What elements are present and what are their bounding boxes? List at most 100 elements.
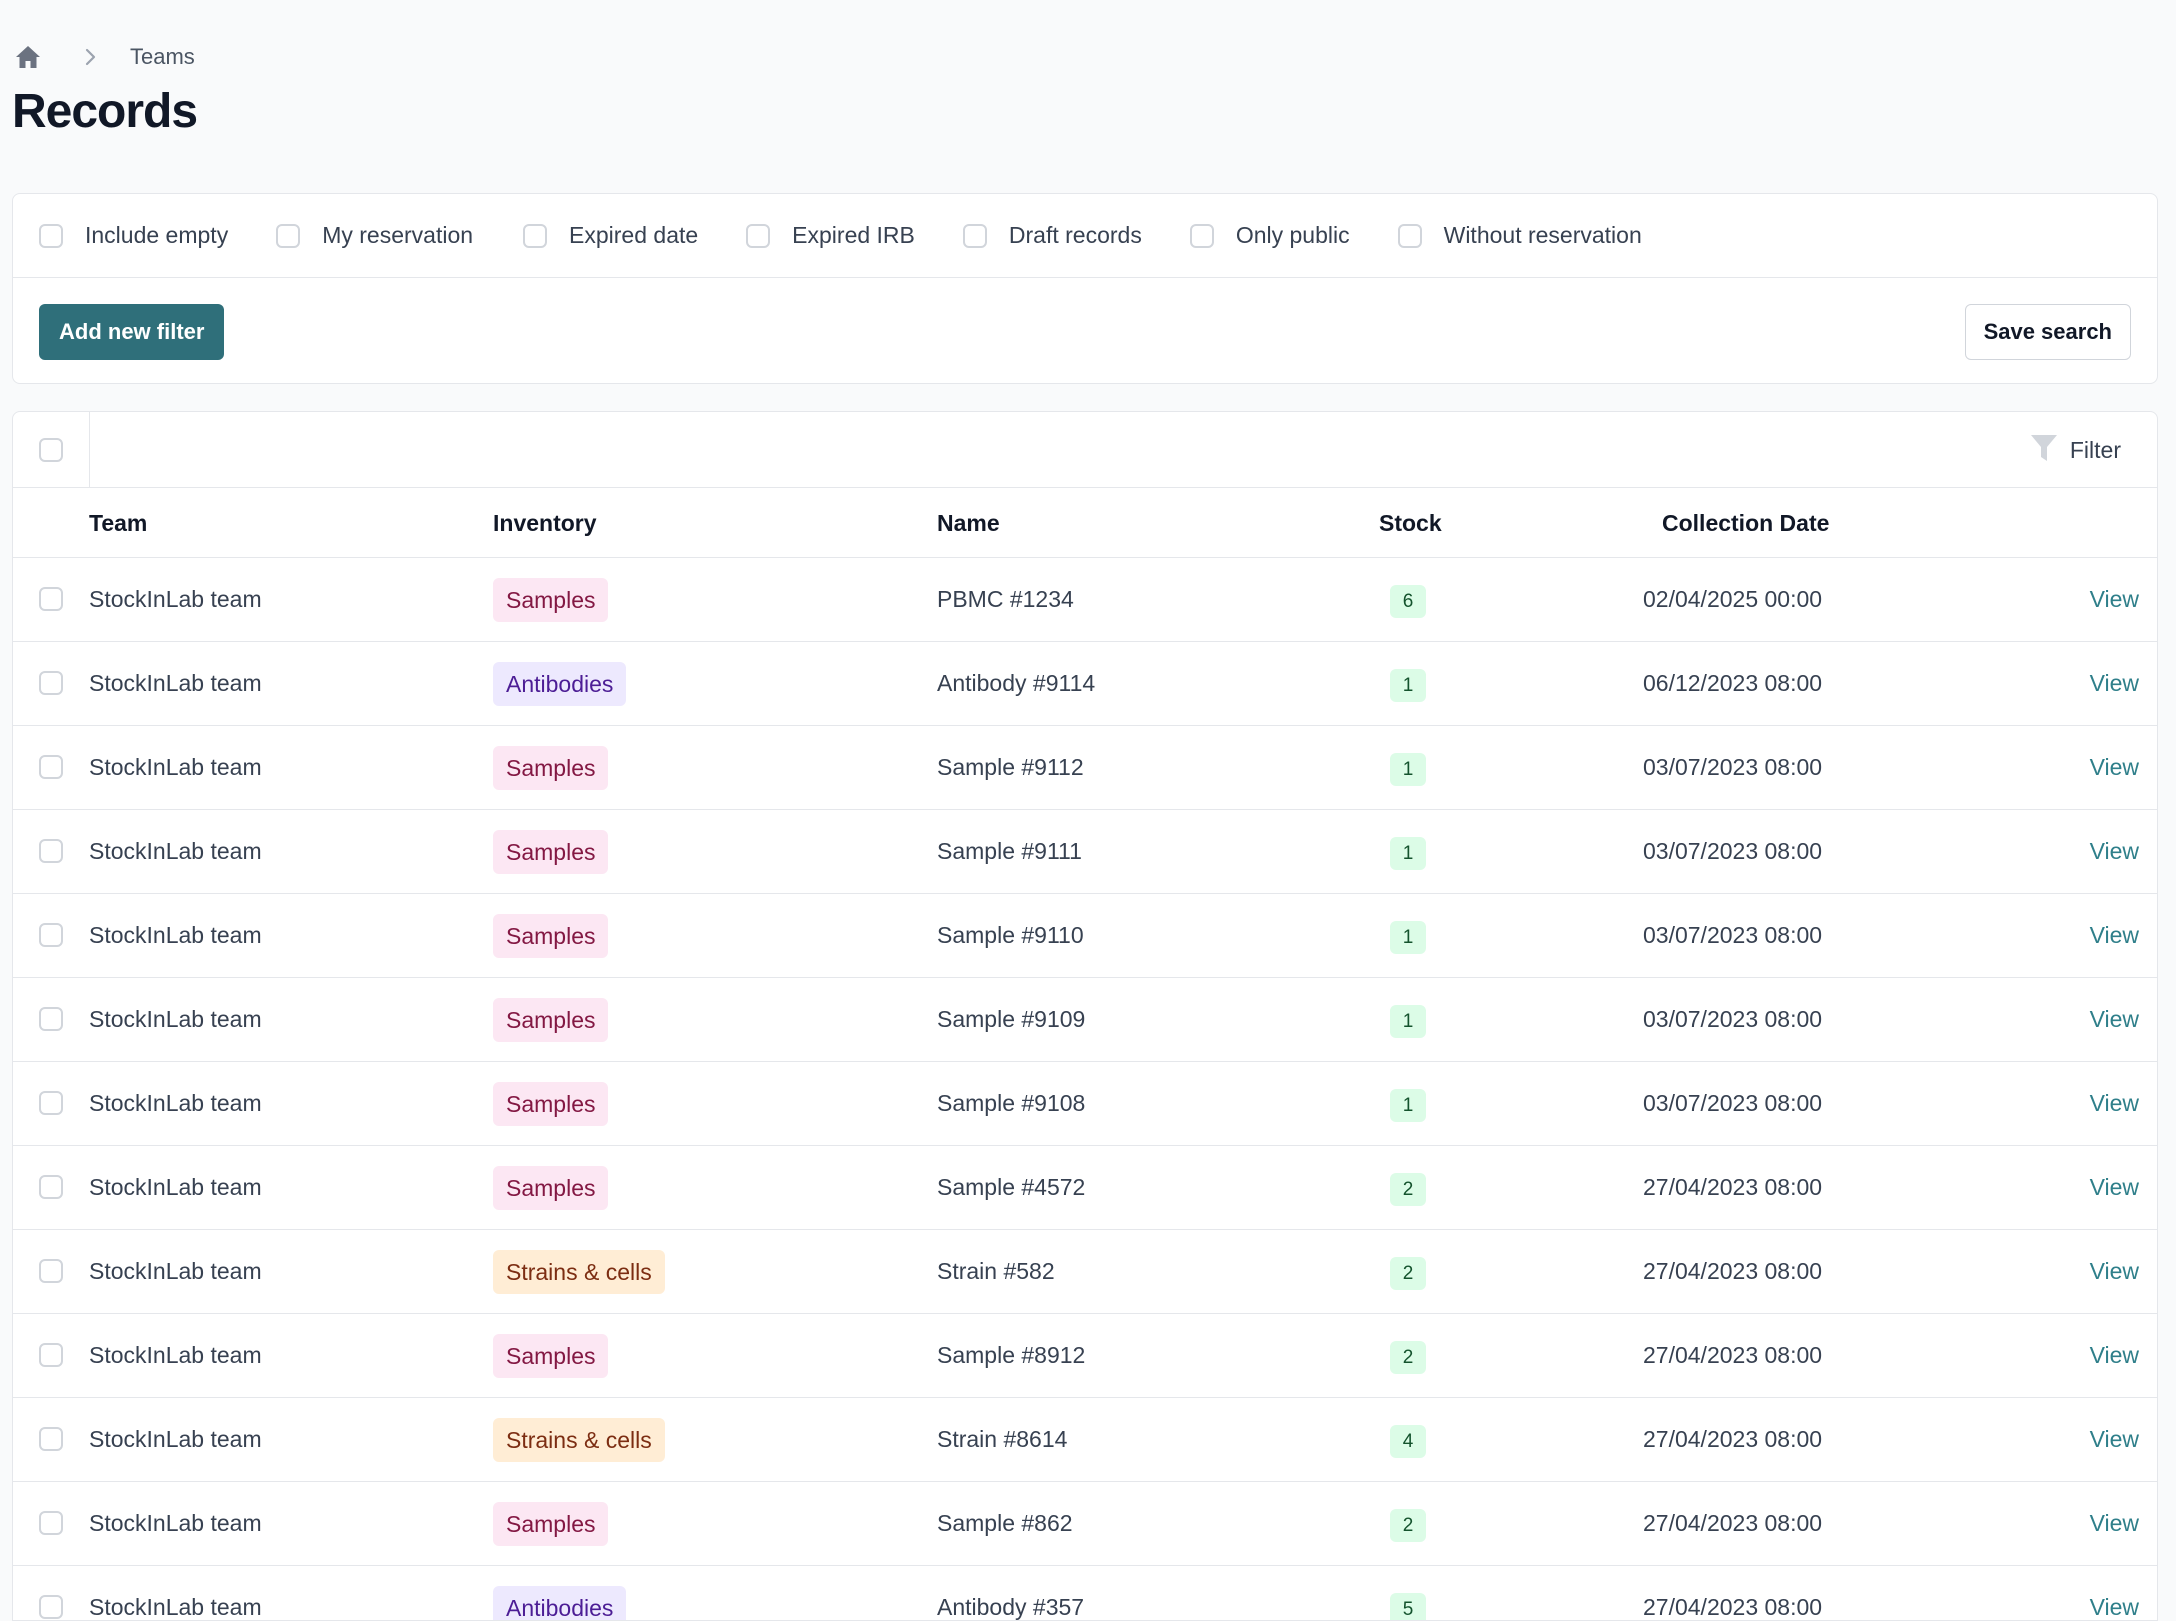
table-row: StockInLab team Samples Sample #4572 2 2… bbox=[13, 1146, 2157, 1230]
row-checkbox[interactable] bbox=[39, 1343, 63, 1367]
table-row: StockInLab team Antibodies Antibody #911… bbox=[13, 642, 2157, 726]
collection-date-cell: 02/04/2025 00:00 bbox=[1643, 586, 1823, 612]
team-cell: StockInLab team bbox=[89, 586, 262, 612]
table-row: StockInLab team Strains & cells Strain #… bbox=[13, 1398, 2157, 1482]
view-link[interactable]: View bbox=[2089, 1174, 2139, 1200]
collection-date-cell: 27/04/2023 08:00 bbox=[1643, 1174, 1823, 1200]
view-link[interactable]: View bbox=[2089, 1510, 2139, 1536]
table-row: StockInLab team Samples Sample #862 2 27… bbox=[13, 1482, 2157, 1566]
row-checkbox[interactable] bbox=[39, 1427, 63, 1451]
checkbox-label: Expired IRB bbox=[792, 222, 915, 248]
breadcrumb-item-teams[interactable]: Teams bbox=[130, 44, 195, 69]
checkbox[interactable] bbox=[523, 223, 548, 248]
add-new-filter-button[interactable]: Add new filter bbox=[39, 304, 225, 360]
filter-expired-date[interactable]: Expired date bbox=[523, 222, 698, 249]
filter-only-public[interactable]: Only public bbox=[1189, 222, 1350, 249]
name-cell: Strain #8614 bbox=[937, 1426, 1068, 1452]
checkbox-label: My reservation bbox=[322, 222, 474, 248]
inventory-badge: Samples bbox=[493, 746, 609, 790]
view-link[interactable]: View bbox=[2089, 922, 2139, 948]
checkbox[interactable] bbox=[962, 223, 987, 248]
checkbox[interactable] bbox=[1397, 223, 1422, 248]
name-cell: Sample #9108 bbox=[937, 1090, 1086, 1116]
team-cell: StockInLab team bbox=[89, 1510, 262, 1536]
column-header-inventory[interactable]: Inventory bbox=[493, 510, 597, 536]
select-all-cell bbox=[13, 412, 90, 487]
row-checkbox[interactable] bbox=[39, 923, 63, 947]
records-table: Filter Team Inventory Name Stock Collect… bbox=[12, 411, 2158, 1621]
table-row: StockInLab team Samples Sample #9112 1 0… bbox=[13, 726, 2157, 810]
select-all-checkbox[interactable] bbox=[39, 437, 63, 462]
team-cell: StockInLab team bbox=[89, 1594, 262, 1620]
name-cell: Sample #9110 bbox=[937, 922, 1084, 948]
view-link[interactable]: View bbox=[2089, 1342, 2139, 1368]
row-checkbox[interactable] bbox=[39, 1175, 63, 1199]
checkbox[interactable] bbox=[746, 223, 771, 248]
stock-badge: 2 bbox=[1390, 1341, 1426, 1374]
inventory-badge: Samples bbox=[493, 914, 609, 958]
view-link[interactable]: View bbox=[2089, 1426, 2139, 1452]
row-checkbox[interactable] bbox=[39, 1007, 63, 1031]
filter-draft-records[interactable]: Draft records bbox=[962, 222, 1142, 249]
view-link[interactable]: View bbox=[2089, 1594, 2139, 1620]
quick-filter-row: Include empty My reservation Expired dat… bbox=[13, 194, 2157, 278]
stock-badge: 5 bbox=[1390, 1593, 1426, 1620]
row-checkbox[interactable] bbox=[39, 1259, 63, 1283]
team-cell: StockInLab team bbox=[89, 1426, 262, 1452]
view-link[interactable]: View bbox=[2089, 1258, 2139, 1284]
checkbox[interactable] bbox=[39, 223, 63, 248]
row-checkbox[interactable] bbox=[39, 587, 63, 611]
row-checkbox[interactable] bbox=[39, 1511, 63, 1535]
team-cell: StockInLab team bbox=[89, 1174, 262, 1200]
row-checkbox[interactable] bbox=[39, 755, 63, 779]
table-row: StockInLab team Samples Sample #9111 1 0… bbox=[13, 810, 2157, 894]
inventory-badge: Samples bbox=[493, 578, 609, 622]
filter-expired-irb[interactable]: Expired IRB bbox=[746, 222, 915, 249]
checkbox-label: Without reservation bbox=[1443, 222, 1642, 248]
view-link[interactable]: View bbox=[2089, 1090, 2139, 1116]
filter-include-empty[interactable]: Include empty bbox=[39, 222, 228, 249]
filter-button[interactable]: Filter bbox=[2030, 432, 2121, 468]
row-checkbox[interactable] bbox=[39, 1091, 63, 1115]
home-icon[interactable] bbox=[14, 43, 42, 71]
checkbox[interactable] bbox=[1189, 223, 1214, 248]
stock-badge: 1 bbox=[1390, 753, 1426, 786]
filter-panel: Include empty My reservation Expired dat… bbox=[12, 193, 2158, 384]
checkbox-label: Expired date bbox=[569, 222, 699, 248]
column-header-name[interactable]: Name bbox=[937, 510, 1000, 536]
checkbox-label: Draft records bbox=[1008, 222, 1142, 248]
collection-date-cell: 03/07/2023 08:00 bbox=[1643, 1006, 1823, 1032]
stock-badge: 2 bbox=[1390, 1509, 1426, 1542]
team-cell: StockInLab team bbox=[89, 1090, 262, 1116]
chevron-right-icon bbox=[84, 47, 104, 67]
inventory-badge: Antibodies bbox=[493, 1586, 627, 1620]
view-link[interactable]: View bbox=[2089, 754, 2139, 780]
stock-badge: 2 bbox=[1390, 1173, 1426, 1206]
inventory-badge: Samples bbox=[493, 1082, 609, 1126]
view-link[interactable]: View bbox=[2089, 1006, 2139, 1032]
column-header-collection-date[interactable]: Collection Date bbox=[1662, 510, 1830, 536]
filter-my-reservation[interactable]: My reservation bbox=[276, 222, 473, 249]
table-row: StockInLab team Strains & cells Strain #… bbox=[13, 1230, 2157, 1314]
row-checkbox[interactable] bbox=[39, 671, 63, 695]
name-cell: Sample #8912 bbox=[937, 1342, 1086, 1368]
row-checkbox[interactable] bbox=[39, 1595, 63, 1619]
table-row: StockInLab team Samples PBMC #1234 6 02/… bbox=[13, 558, 2157, 642]
column-header-stock[interactable]: Stock bbox=[1379, 510, 1442, 536]
column-header-team[interactable]: Team bbox=[89, 510, 148, 536]
inventory-badge: Samples bbox=[493, 1334, 609, 1378]
breadcrumb: Teams bbox=[14, 42, 195, 72]
checkbox[interactable] bbox=[276, 223, 301, 248]
view-link[interactable]: View bbox=[2089, 670, 2139, 696]
collection-date-cell: 27/04/2023 08:00 bbox=[1643, 1258, 1823, 1284]
inventory-badge: Strains & cells bbox=[493, 1250, 665, 1294]
view-link[interactable]: View bbox=[2089, 838, 2139, 864]
team-cell: StockInLab team bbox=[89, 922, 262, 948]
row-checkbox[interactable] bbox=[39, 839, 63, 863]
view-link[interactable]: View bbox=[2089, 586, 2139, 612]
filter-without-reservation[interactable]: Without reservation bbox=[1397, 222, 1642, 249]
name-cell: Antibody #9114 bbox=[937, 670, 1096, 696]
save-search-button[interactable]: Save search bbox=[1964, 304, 2131, 360]
filter-button-label: Filter bbox=[2069, 436, 2121, 463]
